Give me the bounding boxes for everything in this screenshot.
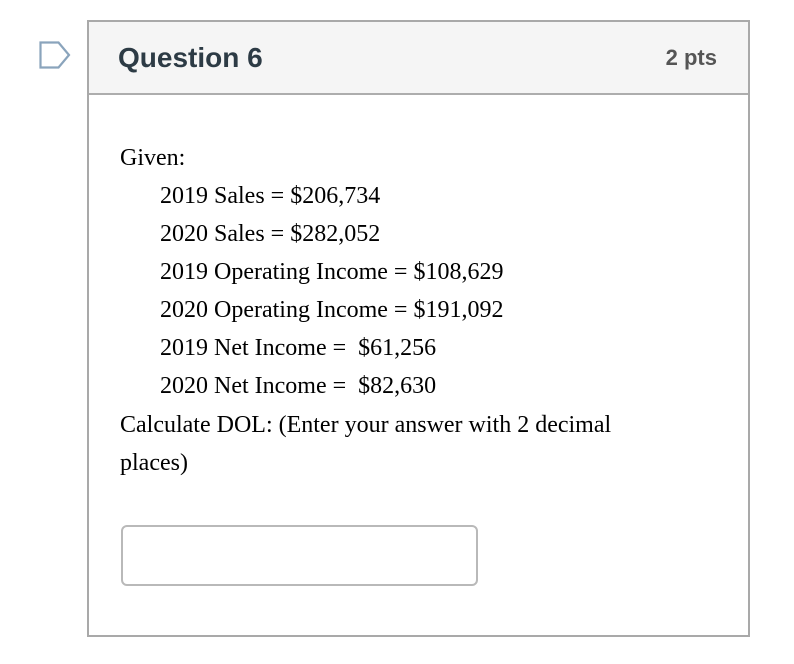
question-prompt: Calculate DOL: (Enter your answer with 2…: [120, 412, 618, 476]
answer-input[interactable]: [121, 525, 478, 586]
given-line-2020-net-income: 2020 Net Income = $82,630: [160, 373, 437, 399]
given-line-2019-operating-income: 2019 Operating Income = $108,629: [160, 259, 504, 285]
given-line-2019-sales: 2019 Sales = $206,734: [160, 183, 381, 209]
given-list: 2019 Sales = $206,734 2020 Sales = $282,…: [120, 177, 718, 405]
question-body: Given: 2019 Sales = $206,734 2020 Sales …: [89, 95, 748, 586]
bookmark-flag-icon: [39, 41, 71, 69]
question-points-badge: 2 pts: [665, 44, 717, 70]
question-title: Question 6: [118, 41, 263, 73]
given-line-2020-operating-income: 2020 Operating Income = $191,092: [160, 297, 504, 323]
question-card: Question 6 2 pts Given: 2019 Sales = $20…: [87, 20, 750, 637]
given-label: Given:: [120, 145, 186, 171]
given-line-2020-sales: 2020 Sales = $282,052: [160, 221, 381, 247]
question-header: Question 6 2 pts: [89, 22, 748, 95]
given-line-2019-net-income: 2019 Net Income = $61,256: [160, 335, 437, 361]
flag-question-button[interactable]: [39, 41, 71, 69]
